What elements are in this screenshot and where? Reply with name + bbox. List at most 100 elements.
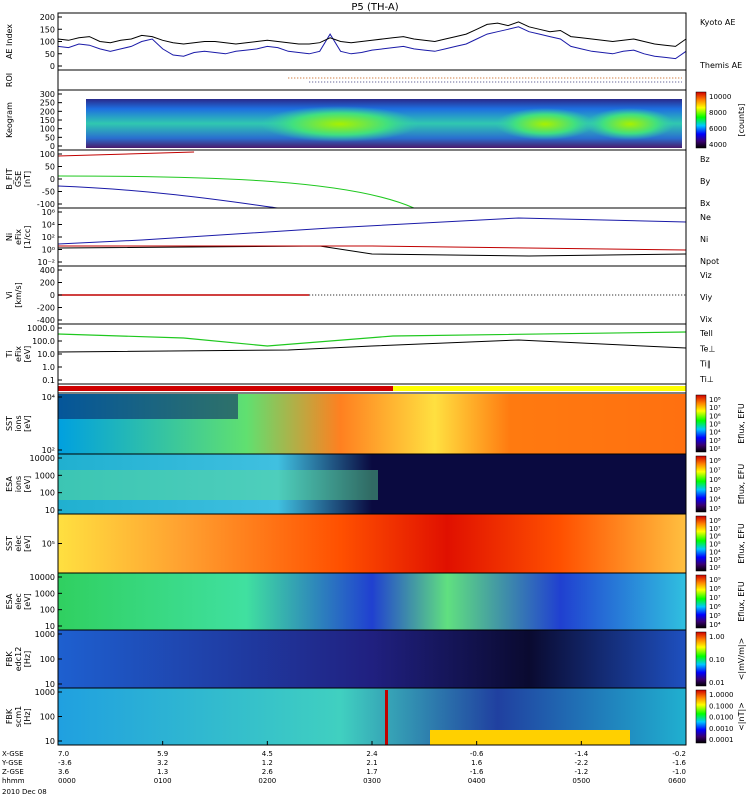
colorbar-label: <|mV/m|> — [737, 638, 746, 681]
y-axis-label: [eV] — [23, 415, 32, 432]
keogram-bright-region — [585, 108, 675, 140]
colorbar-tick-label: 10⁶ — [709, 603, 721, 611]
y-tick-label: 50 — [45, 133, 55, 142]
line-traces — [57, 21, 687, 353]
time-axis: X-GSE 7.0 5.9 4.5 2.4 -0.6 -1.4 -0.2Y-GSE -3.6 3.… — [1, 741, 687, 796]
ne-trace — [58, 245, 687, 251]
colorbar-label: Eflux, EFU — [737, 464, 746, 505]
time-tick-label: -1.6 — [672, 759, 686, 767]
colorbar-tick-label: 10⁵ — [709, 486, 721, 494]
time-tick-label: 1.2 — [262, 759, 273, 767]
colorbar-tick-label: 10² — [709, 445, 721, 453]
colorbar-keogram — [695, 91, 707, 149]
mode-bar-red — [58, 386, 393, 391]
panel-frame-roi — [57, 69, 687, 91]
colorbar-tick-label: 10⁶ — [709, 533, 721, 541]
legend-entry: Bx — [700, 199, 710, 208]
y-tick-label: 10000 — [30, 573, 55, 582]
colorbar-tick-label: 10³ — [709, 505, 721, 513]
time-tick-label: 3.2 — [157, 759, 168, 767]
y-tick-label: 10⁴ — [42, 221, 55, 230]
legend-entry: Ti⊥ — [699, 375, 714, 384]
colorbar-tick-label: 10⁴ — [709, 548, 721, 556]
colorbar-tick-label: 10⁵ — [709, 421, 721, 429]
time-tick-label: 0600 — [668, 777, 686, 785]
y-axis-label: Keogram — [5, 102, 14, 138]
colorbar-label: <|nT|> — [737, 702, 746, 731]
y-tick-label: 0 — [50, 175, 55, 184]
colorbar-tick-label: 10⁴ — [709, 429, 721, 437]
colorbar-label: Eflux, EFU — [737, 523, 746, 564]
sst-ions-low-energy — [58, 394, 238, 419]
time-tick-label: -0.6 — [470, 750, 484, 758]
y-tick-label: -400 — [37, 316, 55, 325]
colorbar-tick-label: 10² — [709, 564, 721, 572]
y-axis-label: ions — [14, 415, 23, 431]
y-tick-label: 10⁴ — [42, 393, 55, 402]
colorbar-tick-label: 10³ — [709, 556, 721, 564]
y-axis-label: ROI — [5, 73, 14, 87]
y-tick-label: 300 — [40, 90, 55, 99]
time-tick-label: 2.1 — [366, 759, 377, 767]
colorbar-tick-label: 0.01 — [709, 679, 725, 687]
y-tick-label: 10² — [42, 446, 55, 455]
colorbar-tick-label: 1.0000 — [709, 691, 734, 699]
legend-entry: Te⊥ — [699, 344, 715, 353]
y-axis-label: edc12 — [14, 647, 23, 672]
spectrogram-images — [58, 99, 686, 745]
time-row-label: Z-GSE — [2, 768, 24, 776]
time-tick-label: 1.6 — [471, 759, 483, 767]
time-row-label: hhmm — [2, 777, 25, 785]
time-tick-label: 5.9 — [157, 750, 168, 758]
y-axis-label: FBK — [5, 708, 14, 724]
y-tick-label: 1000 — [35, 589, 55, 598]
colorbar-tick-label: 4000 — [709, 141, 727, 149]
colorbar-label: Eflux, EFU — [737, 581, 746, 622]
legend-entry: Bz — [700, 155, 710, 164]
y-tick-label: 10000 — [30, 454, 55, 463]
y-tick-label: 0 — [50, 142, 55, 151]
npot-trace — [57, 217, 687, 245]
y-axis-label: elec — [14, 535, 23, 551]
colorbar-sst_i — [695, 394, 707, 453]
y-tick-label: 10⁶ — [42, 208, 55, 217]
y-tick-label: 10⁵ — [42, 540, 55, 549]
keogram-bright-region — [260, 106, 420, 142]
y-tick-label: 10.0 — [37, 350, 55, 359]
y-tick-label: -100 — [37, 200, 55, 209]
y-tick-label: 1000.0 — [27, 324, 55, 333]
colorbar-tick-label: 10⁴ — [709, 621, 721, 629]
time-tick-label: 3.6 — [58, 768, 70, 776]
time-tick-label: 0200 — [258, 777, 276, 785]
fbk-scm1-lowband — [430, 730, 630, 745]
time-tick-label: 4.5 — [262, 750, 273, 758]
time-tick-label: -3.6 — [58, 759, 72, 767]
series-line-kyoto-ae — [57, 26, 687, 60]
y-axis-label: [eV] — [23, 593, 32, 610]
time-row-label: Y-GSE — [1, 759, 23, 767]
time-tick-label: 0300 — [363, 777, 381, 785]
colorbar-sst_e — [695, 515, 707, 572]
colorbar-tick-label: 10⁸ — [709, 585, 721, 593]
y-axis-label: [nT] — [23, 171, 32, 187]
time-tick-label: -1.2 — [574, 768, 588, 776]
y-axis-label: ions — [14, 476, 23, 492]
legend-entry: Viz — [700, 271, 712, 280]
legend-entry: Ni — [700, 235, 708, 244]
panel-frame-bfit — [57, 149, 687, 209]
bz-trace — [57, 151, 195, 157]
y-tick-label: 100 — [40, 655, 55, 664]
time-tick-label: 1.7 — [366, 768, 377, 776]
colorbar-tick-label: 10⁷ — [709, 525, 721, 533]
y-tick-label: 100.0 — [32, 337, 55, 346]
colorbar-tick-label: 0.0100 — [709, 714, 734, 722]
y-axis-label: B_FIT — [5, 168, 14, 189]
y-tick-label: -50 — [42, 188, 55, 197]
time-tick-label: -2.2 — [574, 759, 588, 767]
y-axis-label: scm1 — [14, 706, 23, 727]
colorbar-tick-label: 10⁷ — [709, 467, 721, 475]
colorbar-tick-label: 0.1000 — [709, 702, 734, 710]
time-tick-label: -1.0 — [672, 768, 686, 776]
y-tick-label: 10² — [42, 233, 55, 242]
mode-bar-yellow — [393, 386, 686, 391]
